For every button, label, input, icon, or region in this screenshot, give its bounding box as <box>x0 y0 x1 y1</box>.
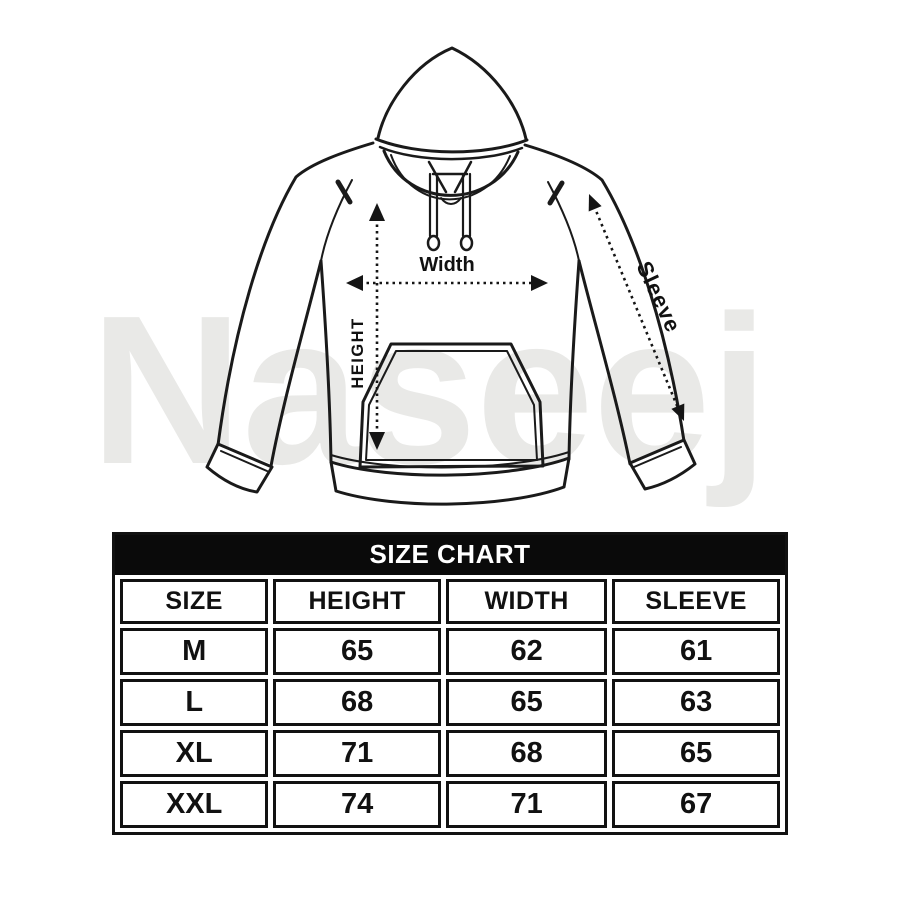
arrowheads <box>346 194 685 450</box>
cell-size: XL <box>120 730 269 777</box>
cell-sleeve: 65 <box>612 730 780 777</box>
col-header-sleeve: SLEEVE <box>612 579 780 624</box>
cell-height: 74 <box>273 781 442 828</box>
cell-width: 65 <box>446 679 608 726</box>
hoodie-measurement-diagram: Width HEIGHT Sleeve <box>205 46 697 506</box>
size-chart-table: SIZE CHART SIZE HEIGHT WIDTH SLEEVE M 65… <box>112 532 788 835</box>
cell-sleeve: 61 <box>612 628 780 675</box>
col-header-size: SIZE <box>120 579 269 624</box>
cell-width: 68 <box>446 730 608 777</box>
col-header-width: WIDTH <box>446 579 608 624</box>
cell-size: M <box>120 628 269 675</box>
hoodie-line-drawing: Width HEIGHT Sleeve <box>205 46 697 506</box>
cell-height: 68 <box>273 679 442 726</box>
hoodie-outline <box>205 46 697 506</box>
cell-width: 71 <box>446 781 608 828</box>
table-row-xxl: XXL 74 71 67 <box>120 781 780 828</box>
height-label: HEIGHT <box>349 317 367 388</box>
cell-sleeve: 67 <box>612 781 780 828</box>
width-label: Width <box>419 254 474 276</box>
measurement-arrows <box>360 205 680 435</box>
cell-height: 71 <box>273 730 442 777</box>
sleeve-label: Sleeve <box>631 257 686 336</box>
table-row-l: L 68 65 63 <box>120 679 780 726</box>
header-row: SIZE HEIGHT WIDTH SLEEVE <box>120 579 780 624</box>
size-chart-title: SIZE CHART <box>115 535 785 575</box>
sleeve-arrow-line <box>592 205 680 409</box>
size-table-grid: SIZE HEIGHT WIDTH SLEEVE M 65 62 61 L 68… <box>115 575 785 832</box>
table-row-xl: XL 71 68 65 <box>120 730 780 777</box>
cell-size: XXL <box>120 781 269 828</box>
cell-width: 62 <box>446 628 608 675</box>
cell-size: L <box>120 679 269 726</box>
col-header-height: HEIGHT <box>273 579 442 624</box>
cell-sleeve: 63 <box>612 679 780 726</box>
table-row-m: M 65 62 61 <box>120 628 780 675</box>
cell-height: 65 <box>273 628 442 675</box>
